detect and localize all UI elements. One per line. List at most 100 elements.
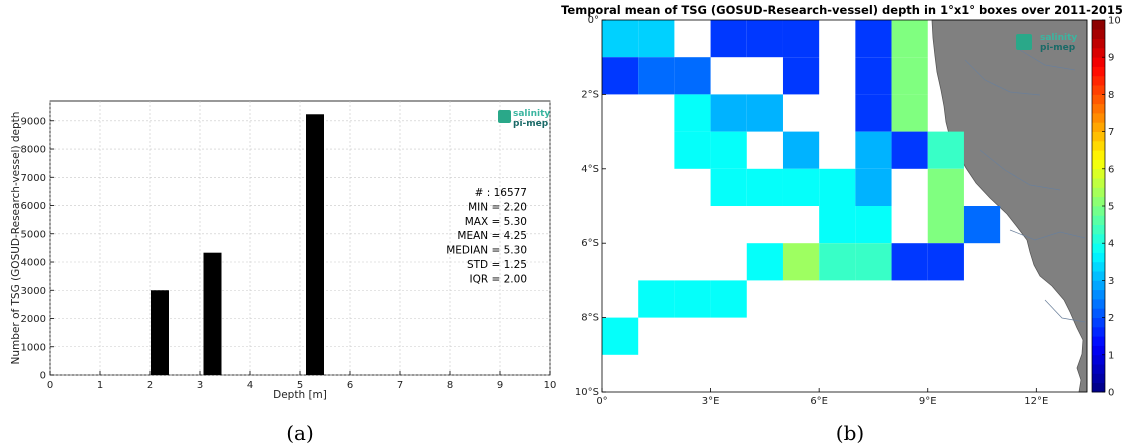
map-cell <box>855 57 892 95</box>
stats-line: MEAN = 4.25 <box>457 230 527 242</box>
lon-tick-label: 6°E <box>810 396 828 407</box>
map-cell <box>638 280 675 318</box>
map-cell <box>855 243 892 281</box>
colorbar-segment <box>1092 38 1105 49</box>
map-cell <box>819 206 856 244</box>
x-tick-label: 6 <box>347 380 353 391</box>
caption-b: (b) <box>836 421 864 445</box>
colorbar-segment <box>1092 159 1105 170</box>
y-tick-label: 3000 <box>21 286 46 297</box>
lat-tick-label: 4°S <box>581 164 599 175</box>
colorbar-segment <box>1092 29 1105 39</box>
map-cell <box>891 94 928 132</box>
x-tick-label: 2 <box>147 380 153 391</box>
colorbar-segment <box>1092 224 1105 235</box>
map-cell <box>746 20 783 58</box>
colorbar-segment <box>1092 47 1105 58</box>
map-cell <box>855 131 892 169</box>
y-tick-label: 0 <box>40 371 46 382</box>
colorbar-segment <box>1092 140 1105 151</box>
colorbar-segment <box>1092 57 1105 67</box>
map-cells <box>602 20 1001 355</box>
histogram-bars <box>151 114 324 375</box>
colorbar-tick-label: 6 <box>1108 164 1114 175</box>
stats-line: # : 16577 <box>475 187 527 199</box>
x-tick-label: 7 <box>397 380 403 391</box>
map-cell <box>674 280 711 318</box>
map-logo-line-2: pi-mep <box>1040 43 1076 53</box>
map-title: Temporal mean of TSG (GOSUD-Research-ves… <box>561 3 1123 17</box>
map-cell <box>963 206 1001 244</box>
colorbar-segment <box>1092 317 1105 328</box>
map-frame <box>601 19 1088 393</box>
map-cell <box>710 131 747 169</box>
colorbar-segment <box>1092 94 1105 105</box>
map-logo-mark-icon <box>1016 34 1032 50</box>
colorbar-segment <box>1092 308 1105 318</box>
map-cell <box>782 131 820 169</box>
colorbar-segment <box>1092 187 1105 198</box>
map-cell <box>927 243 964 281</box>
colorbar-segment <box>1092 252 1105 263</box>
map-panel: Temporal mean of TSG (GOSUD-Research-ves… <box>561 3 1123 445</box>
y-tick-label: 1000 <box>21 342 46 353</box>
x-tick-label: 8 <box>447 380 453 391</box>
map-cell <box>638 57 675 95</box>
land-rivers <box>964 49 1086 323</box>
histogram-stats-box: # : 16577 MIN = 2.20 MAX = 5.30 MEAN = 4.25… <box>446 187 527 285</box>
y-tick-label: 9000 <box>21 116 46 127</box>
lat-tick-label: 6°S <box>581 238 599 249</box>
colorbar-segment <box>1092 243 1105 253</box>
colorbar-segment <box>1092 75 1105 86</box>
map-lon-ticks: 0° 3°E 6°E 9°E 12°E <box>596 388 1048 407</box>
stats-line: IQR = 2.00 <box>469 273 527 285</box>
histogram-y-ticks: 0 1000 2000 3000 4000 5000 6000 7000 8000 9000 <box>21 116 54 382</box>
x-tick-label: 3 <box>197 380 203 391</box>
map-cell <box>602 57 639 95</box>
map-cell <box>746 243 783 281</box>
map-cell <box>891 20 928 58</box>
map-cell <box>782 57 820 95</box>
colorbar-tick-label: 8 <box>1108 90 1114 101</box>
logo-line-1: salinity <box>513 109 550 119</box>
colorbar-segment <box>1092 382 1105 393</box>
y-tick-label: 8000 <box>21 145 46 156</box>
colorbar-segment <box>1092 103 1105 114</box>
colorbar-tick-label: 1 <box>1108 350 1114 361</box>
colorbar-tick-label: 2 <box>1108 313 1114 324</box>
colorbar-segment <box>1092 150 1105 160</box>
map-cell <box>746 168 783 206</box>
lon-tick-label: 3°E <box>702 396 720 407</box>
colorbar-segment <box>1092 326 1105 337</box>
map-cell <box>710 94 747 132</box>
stats-line: STD = 1.25 <box>467 259 527 271</box>
y-tick-label: 5000 <box>21 229 46 240</box>
map-cell <box>710 280 747 318</box>
colorbar-segment <box>1092 261 1105 272</box>
logo-mark-icon <box>498 110 511 123</box>
colorbar-segment <box>1092 20 1105 30</box>
colorbar-segment <box>1092 233 1105 244</box>
map-cell <box>855 168 892 206</box>
colorbar-tick-label: 7 <box>1108 127 1114 138</box>
stats-line: MEDIAN = 5.30 <box>446 245 527 257</box>
map-cell <box>638 20 675 58</box>
y-tick-label: 4000 <box>21 258 46 269</box>
x-tick-label: 4 <box>247 380 253 391</box>
map-cell <box>855 206 892 244</box>
map-cell <box>782 20 820 58</box>
colorbar-segment <box>1092 280 1105 291</box>
colorbar-tick-label: 0 <box>1108 388 1114 399</box>
colorbar-segment <box>1092 354 1105 365</box>
stats-line: MIN = 2.20 <box>468 201 527 213</box>
map-cell <box>782 168 820 206</box>
lon-tick-label: 9°E <box>919 396 937 407</box>
colorbar-segment <box>1092 271 1105 281</box>
map-cell <box>855 20 892 58</box>
histogram-grid <box>49 101 551 376</box>
histogram-y-axis-label: Number of TSG (GOSUD-Research-vessel) de… <box>10 112 22 365</box>
map-cell <box>891 57 928 95</box>
x-tick-label: 0 <box>47 380 53 391</box>
map-logo-line-1: salinity <box>1040 33 1077 43</box>
